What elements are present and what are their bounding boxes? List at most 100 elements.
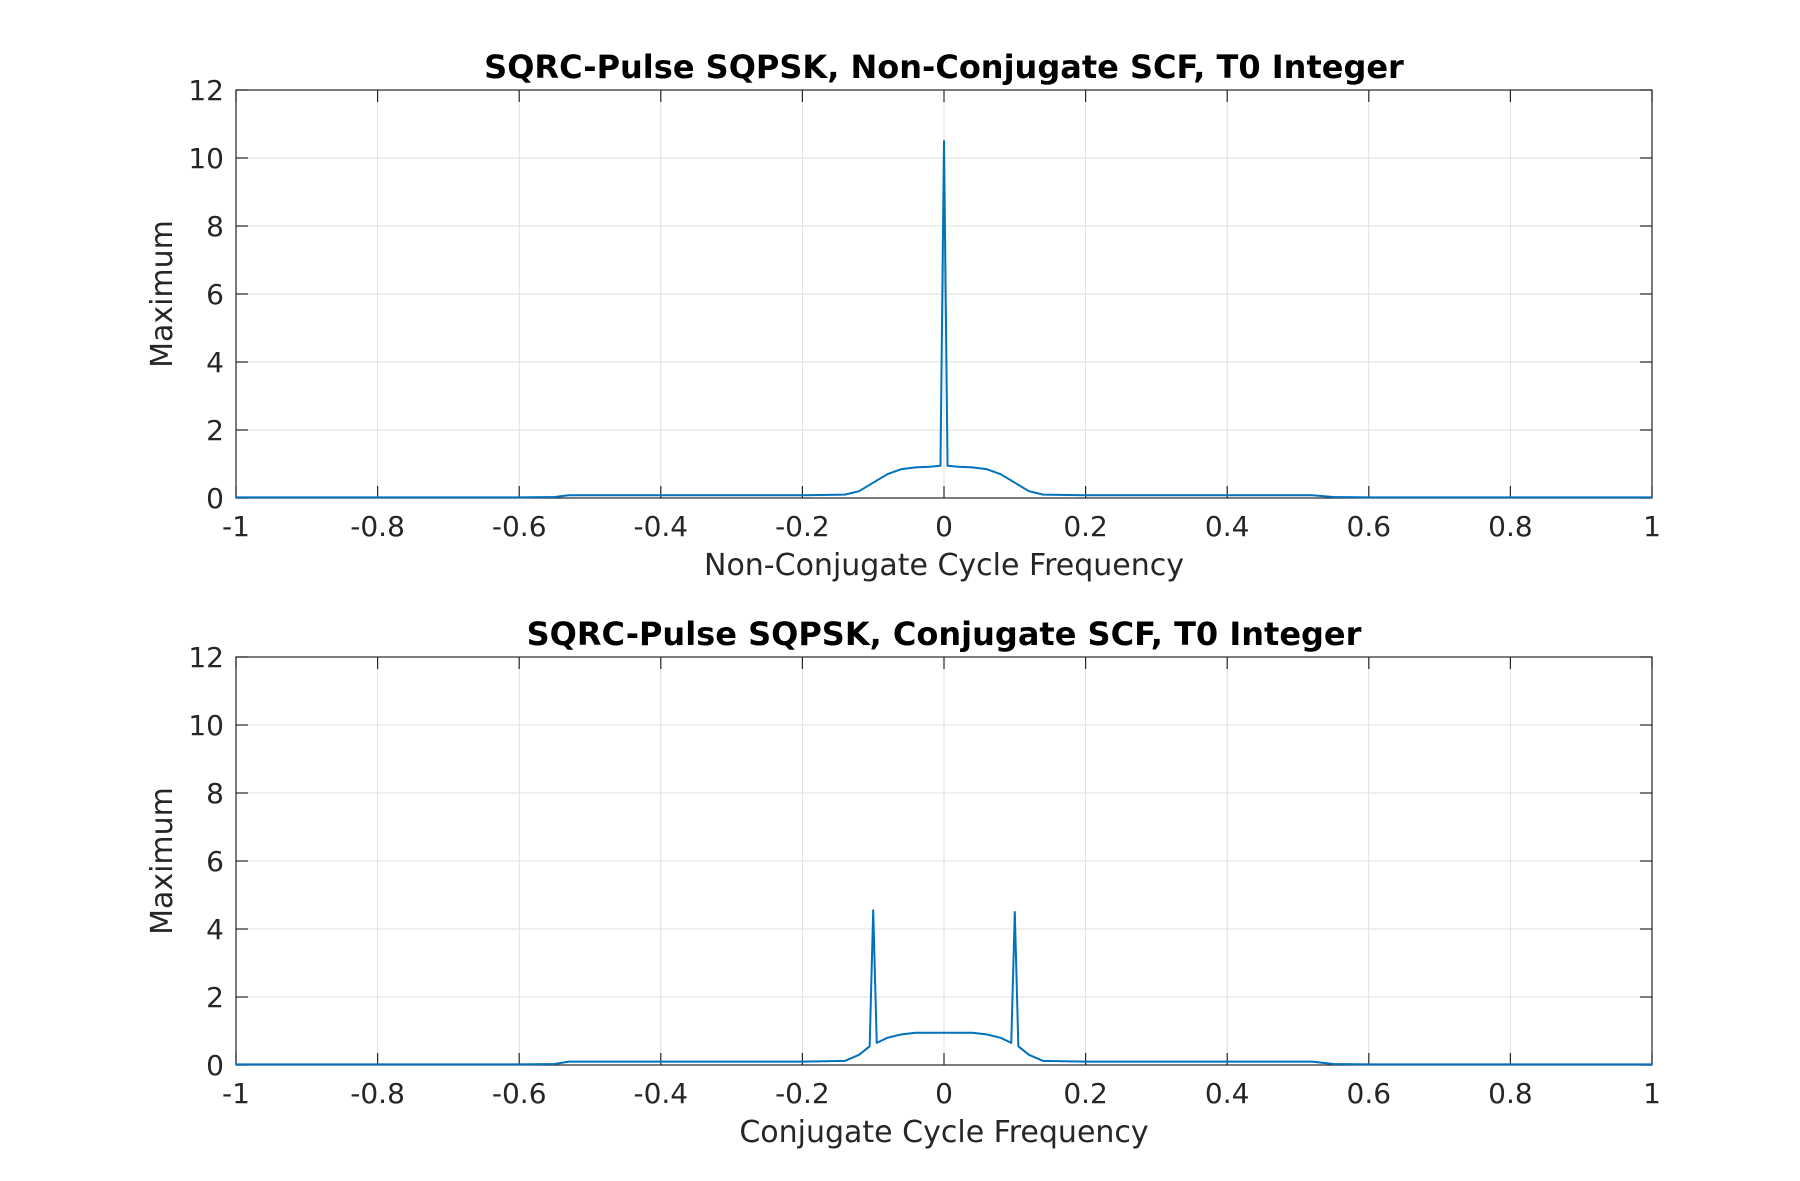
top-data-point bbox=[1311, 494, 1313, 496]
bottom-data-point bbox=[1651, 1063, 1653, 1065]
bottom-data-point bbox=[1014, 911, 1016, 913]
top-x-axis-label: Non-Conjugate Cycle Frequency bbox=[704, 548, 1184, 583]
top-data-point bbox=[1332, 496, 1334, 498]
bottom-data-point bbox=[943, 1032, 945, 1034]
top-data-point bbox=[660, 494, 662, 496]
top-x-tick-label: -1 bbox=[222, 510, 250, 543]
top-y-tick-label: 10 bbox=[188, 142, 224, 175]
top-y-tick-label: 4 bbox=[206, 346, 224, 379]
top-y-tick-label: 12 bbox=[188, 74, 224, 107]
bottom-data-point bbox=[858, 1054, 860, 1056]
bottom-data-point bbox=[1017, 1045, 1019, 1047]
bottom-data-point bbox=[886, 1037, 888, 1039]
bottom-y-tick-label: 10 bbox=[188, 709, 224, 742]
top-data-point bbox=[946, 465, 949, 467]
bottom-data-point bbox=[235, 1063, 237, 1065]
top-y-tick-label: 8 bbox=[206, 210, 224, 243]
bottom-data-point bbox=[929, 1032, 931, 1034]
top-data-point bbox=[943, 140, 945, 142]
bottom-x-tick-label: 0.4 bbox=[1205, 1077, 1250, 1110]
bottom-data-point bbox=[1028, 1054, 1030, 1056]
top-data-point bbox=[1368, 496, 1370, 498]
bottom-y-tick-label: 12 bbox=[188, 641, 224, 674]
bottom-data-point bbox=[915, 1032, 917, 1034]
top-data-point bbox=[1085, 494, 1087, 496]
bottom-data-point bbox=[844, 1060, 846, 1062]
top-x-tick-label: -0.4 bbox=[633, 510, 688, 543]
bottom-data-point bbox=[1042, 1060, 1044, 1062]
top-data-point bbox=[554, 496, 556, 498]
bottom-data-point bbox=[1226, 1061, 1228, 1063]
top-x-tick-label: 1 bbox=[1643, 510, 1661, 543]
top-x-tick-label: -0.6 bbox=[492, 510, 547, 543]
bottom-y-tick-label: 8 bbox=[206, 777, 224, 810]
top-data-point bbox=[844, 494, 846, 496]
top-x-tick-label: -0.8 bbox=[350, 510, 405, 543]
top-x-tick-label: 0.8 bbox=[1488, 510, 1533, 543]
bottom-x-tick-label: -1 bbox=[222, 1077, 250, 1110]
bottom-x-axis-label: Conjugate Cycle Frequency bbox=[739, 1115, 1148, 1150]
bottom-y-tick-label: 2 bbox=[206, 981, 224, 1014]
top-data-point bbox=[957, 466, 959, 468]
top-chart-panel: -1 -0.8 -0.6 -0.4 -0.2 0 0.2 0.4 0.6 0.8 102468101… bbox=[145, 48, 1661, 583]
bottom-x-tick-label: -0.6 bbox=[492, 1077, 547, 1110]
bottom-y-axis-label: Maximum bbox=[145, 787, 180, 935]
bottom-data-point bbox=[568, 1061, 570, 1063]
bottom-x-tick-label: -0.8 bbox=[350, 1077, 405, 1110]
bottom-data-point bbox=[1010, 1042, 1012, 1044]
top-data-point bbox=[985, 468, 988, 470]
bottom-data-point bbox=[1085, 1061, 1087, 1063]
bottom-data-point bbox=[660, 1061, 662, 1063]
top-data-point bbox=[939, 465, 942, 467]
bottom-data-point bbox=[1332, 1063, 1334, 1065]
bottom-data-point bbox=[971, 1032, 973, 1034]
bottom-x-tick-label: 0.8 bbox=[1488, 1077, 1533, 1110]
top-y-tick-label: 6 bbox=[206, 278, 224, 311]
top-data-point bbox=[1651, 496, 1653, 498]
bottom-chart-panel: -1 -0.8 -0.6 -0.4 -0.2 0 0.2 0.4 0.6 0.8 102468101… bbox=[145, 615, 1661, 1150]
bottom-data-point bbox=[1368, 1063, 1370, 1065]
top-y-tick-label: 0 bbox=[206, 482, 224, 515]
top-data-point bbox=[801, 494, 804, 496]
bottom-data-point bbox=[554, 1063, 556, 1065]
top-data-point bbox=[872, 482, 874, 484]
bottom-data-point bbox=[1311, 1061, 1313, 1063]
bottom-x-tick-label: -0.4 bbox=[633, 1077, 688, 1110]
top-data-point bbox=[568, 494, 570, 496]
bottom-x-tick-label: 0.6 bbox=[1347, 1077, 1392, 1110]
bottom-data-point bbox=[1000, 1037, 1002, 1039]
top-x-tick-label: 0.2 bbox=[1063, 510, 1108, 543]
bottom-data-point bbox=[872, 909, 874, 911]
bottom-x-tick-label: -0.2 bbox=[775, 1077, 830, 1110]
top-data-point bbox=[1226, 494, 1228, 496]
top-data-point bbox=[518, 496, 520, 498]
bottom-data-point bbox=[518, 1063, 520, 1065]
top-data-point bbox=[886, 473, 888, 475]
top-data-point bbox=[929, 466, 931, 468]
bottom-x-tick-label: 0 bbox=[935, 1077, 953, 1110]
top-chart-title: SQRC-Pulse SQPSK, Non-Conjugate SCF, T0 … bbox=[484, 48, 1404, 86]
bottom-y-tick-label: 0 bbox=[206, 1049, 224, 1082]
top-data-point bbox=[858, 490, 860, 492]
bottom-data-point bbox=[869, 1045, 871, 1047]
bottom-data-point bbox=[876, 1042, 878, 1044]
top-x-tick-label: -0.2 bbox=[775, 510, 830, 543]
bottom-data-point bbox=[801, 1061, 804, 1063]
top-data-point bbox=[1000, 473, 1002, 475]
top-data-point bbox=[900, 468, 903, 470]
top-data-point bbox=[915, 466, 917, 468]
bottom-data-point bbox=[985, 1033, 988, 1035]
bottom-data-point bbox=[957, 1032, 959, 1034]
top-x-tick-label: 0.4 bbox=[1205, 510, 1250, 543]
bottom-y-tick-label: 6 bbox=[206, 845, 224, 878]
top-x-tick-label: 0.6 bbox=[1347, 510, 1392, 543]
bottom-x-tick-label: 1 bbox=[1643, 1077, 1661, 1110]
top-data-point bbox=[1014, 482, 1016, 484]
top-data-point bbox=[971, 466, 973, 468]
top-x-tick-label: 0 bbox=[935, 510, 953, 543]
top-y-tick-label: 2 bbox=[206, 414, 224, 447]
bottom-y-tick-label: 4 bbox=[206, 913, 224, 946]
bottom-data-point bbox=[900, 1033, 903, 1035]
top-data-point bbox=[1028, 490, 1030, 492]
